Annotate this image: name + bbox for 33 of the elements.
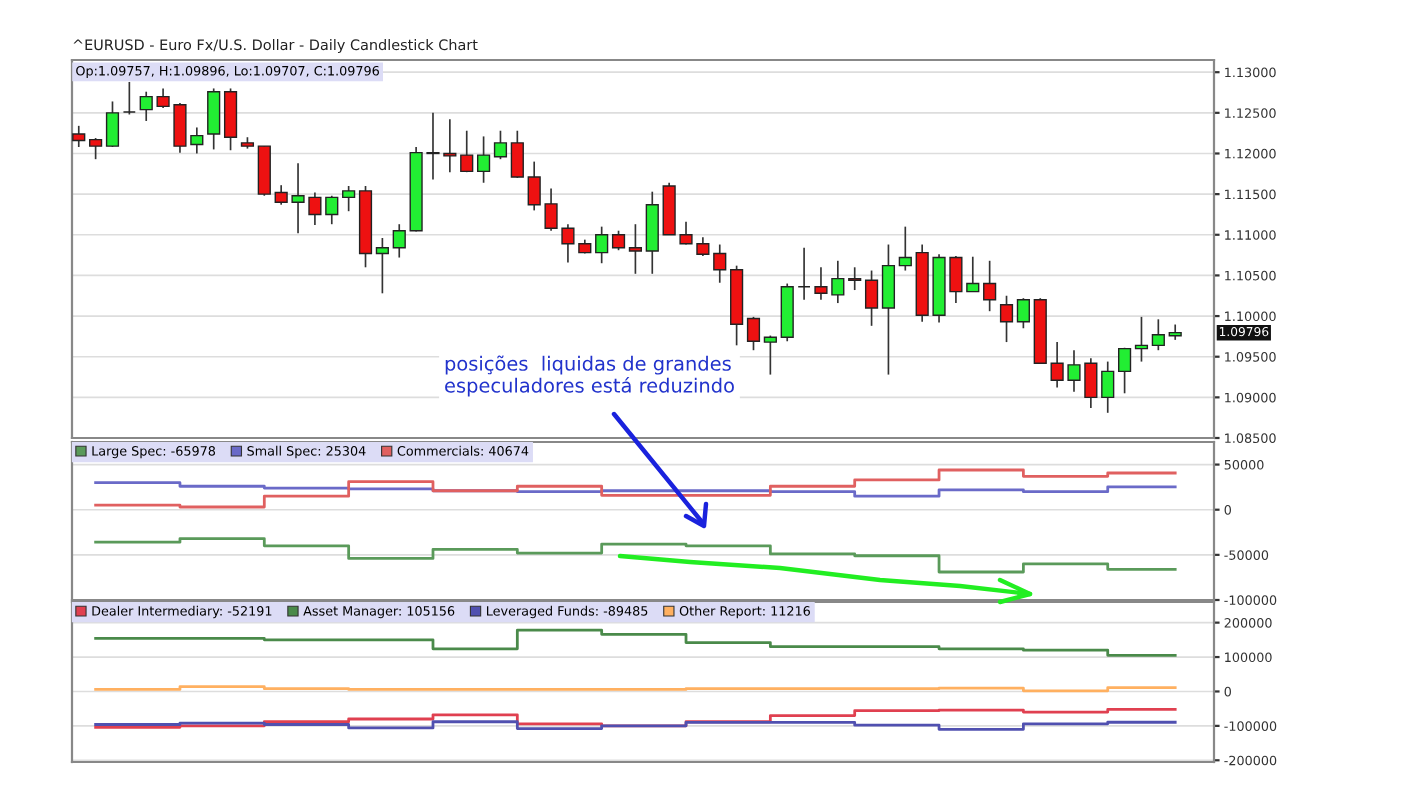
candlestick [746,316,761,352]
candlestick [881,243,896,376]
candlestick [375,237,389,295]
candlestick [223,87,238,152]
candlestick [983,259,997,313]
candlestick [510,129,524,179]
candlestick [89,137,103,161]
candlestick [207,87,221,151]
candlestick [1117,346,1132,395]
candlestick [645,190,659,275]
candlestick [257,145,271,197]
candlestick [1101,360,1115,414]
candlestick [1151,318,1165,352]
candlestick [611,229,626,252]
annotation: posições liquidas de grandes especuladores está reduzindo [445,355,734,397]
candlestick [342,185,356,213]
candlestick [105,100,120,148]
candlestick [1016,297,1030,330]
candlestick [797,246,811,301]
candlestick [864,269,879,327]
candlestick [763,334,777,376]
candlestick [898,225,912,272]
candlestick [392,223,406,259]
candlestick [848,266,862,291]
candlestick [493,129,508,161]
candlestick [713,243,727,284]
candlestick [122,81,136,116]
candlestick [595,225,609,265]
candlestick [628,223,643,275]
candlestick [999,294,1014,343]
candlestick [460,129,474,174]
candlestick [72,125,86,148]
candlestick [476,135,491,184]
